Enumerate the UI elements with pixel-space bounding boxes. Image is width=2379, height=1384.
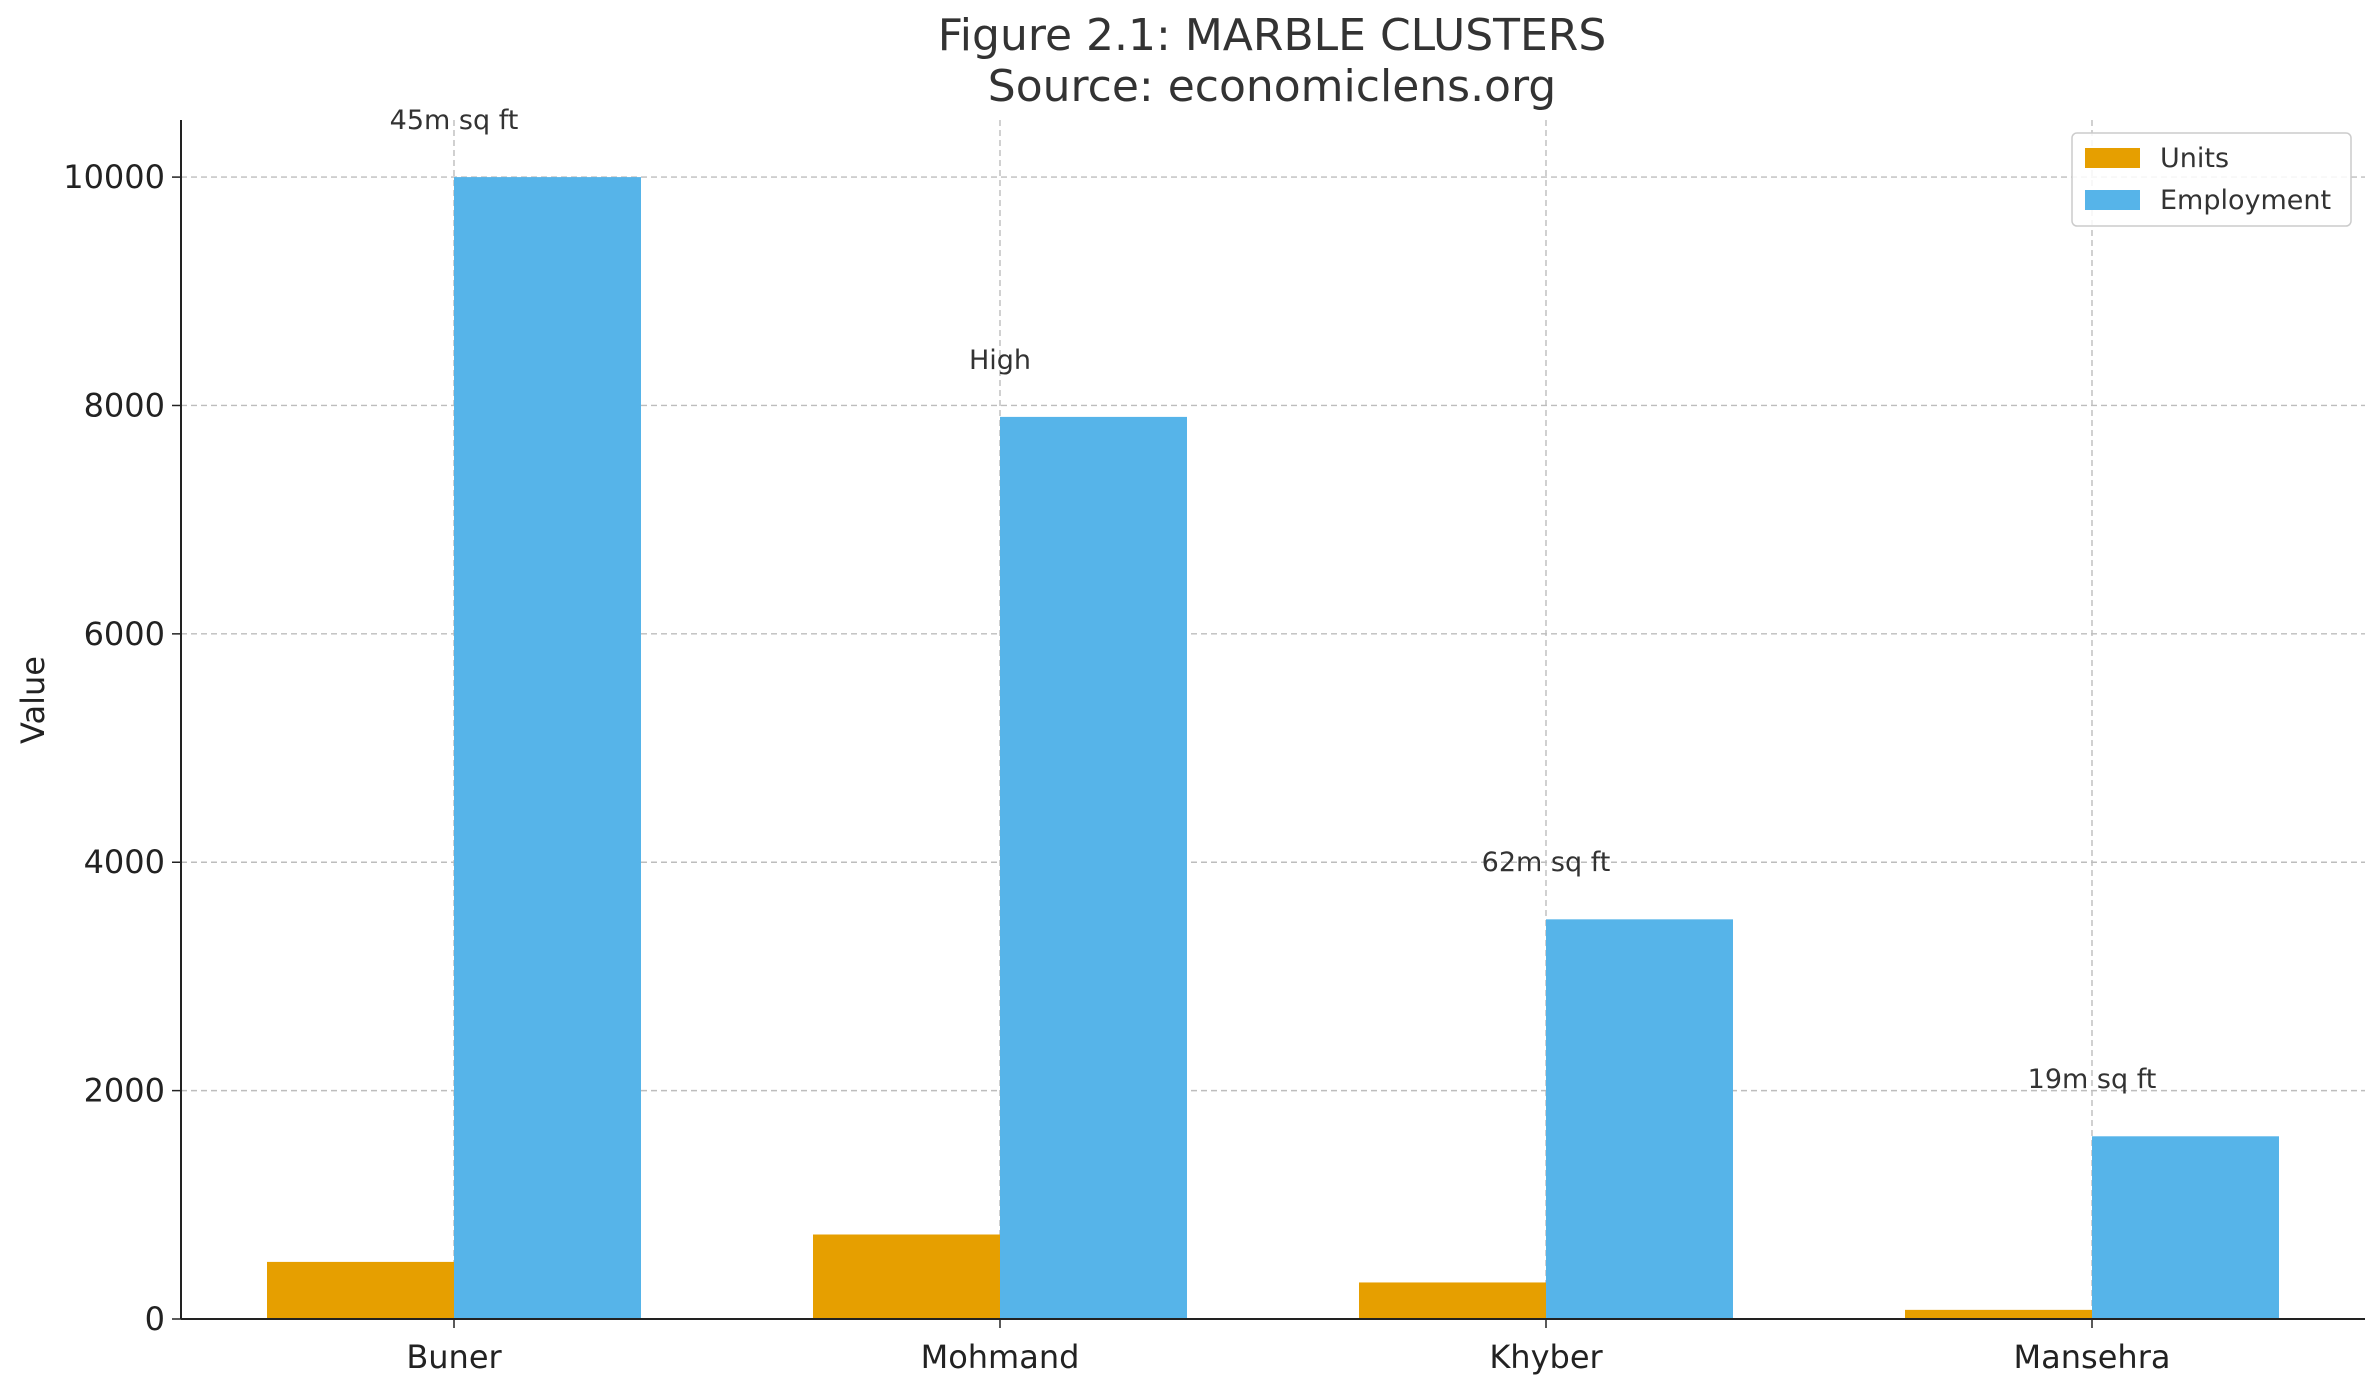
annotation-mansehra: 19m sq ft	[2028, 1064, 2157, 1095]
bars	[267, 177, 2279, 1320]
legend-label-units: Units	[2160, 143, 2229, 174]
legend-swatch-units	[2085, 148, 2140, 168]
bar-employment-khyber	[1546, 919, 1733, 1319]
y-tick-label: 6000	[84, 615, 165, 653]
tick-labels: 0 2000 4000 6000 8000 10000 Buner Mohmand Khyber…	[63, 158, 2170, 1376]
legend-label-employment: Employment	[2160, 185, 2331, 216]
x-tick-label-buner: Buner	[406, 1338, 502, 1376]
y-tick-label: 8000	[84, 386, 165, 424]
annotation-buner: 45m sq ft	[390, 105, 519, 136]
x-tick-label-mansehra: Mansehra	[2014, 1338, 2171, 1376]
legend: Units Employment	[2071, 132, 2352, 227]
bar-employment-mohmand	[1000, 416, 1187, 1319]
legend-frame	[2071, 132, 2352, 227]
bar-units-khyber	[1359, 1282, 1546, 1319]
chart-title-line-1: Figure 2.1: MARBLE CLUSTERS	[938, 10, 1607, 61]
x-tick-label-khyber: Khyber	[1489, 1338, 1603, 1376]
axes	[172, 120, 2365, 1328]
chart-title-line-2: Source: economiclens.org	[988, 61, 1556, 112]
bar-employment-buner	[454, 177, 641, 1320]
y-axis-label: Value	[14, 656, 52, 744]
annotation-khyber: 62m sq ft	[1482, 847, 1611, 878]
annotation-mohmand: High	[969, 345, 1031, 376]
x-tick-label-mohmand: Mohmand	[921, 1338, 1080, 1376]
y-tick-label: 2000	[84, 1072, 165, 1110]
y-tick-label: 0	[145, 1300, 165, 1338]
bar-employment-mansehra	[2092, 1136, 2279, 1319]
bar-units-mansehra	[1905, 1309, 2092, 1319]
y-tick-label: 10000	[63, 158, 165, 196]
legend-swatch-employment	[2085, 190, 2140, 210]
annotations: 45m sq ft High 62m sq ft 19m sq ft	[390, 105, 2157, 1095]
bar-units-buner	[267, 1261, 454, 1319]
y-tick-label: 4000	[84, 843, 165, 881]
bar-units-mohmand	[813, 1234, 1000, 1319]
